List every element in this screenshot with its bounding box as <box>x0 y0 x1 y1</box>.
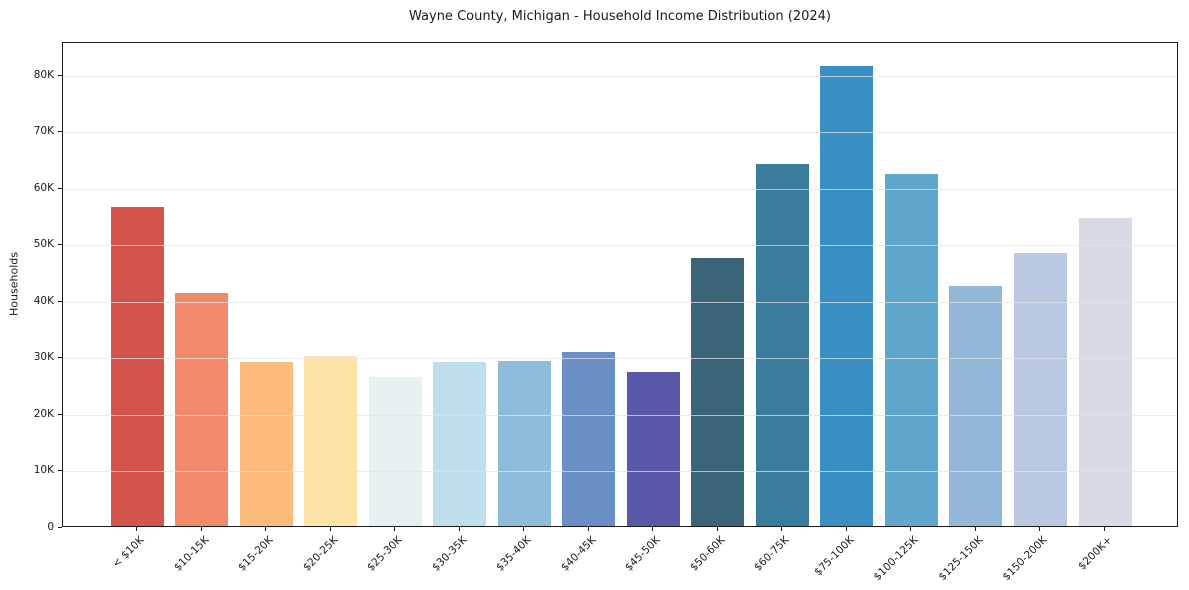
y-tick-mark <box>58 244 62 246</box>
bar-200k <box>1078 217 1132 526</box>
y-tick-label: 80K <box>33 68 54 81</box>
x-tick-mark <box>265 527 267 531</box>
bar-35-40k <box>497 360 551 526</box>
x-tick-mark <box>523 527 525 531</box>
x-tick-mark <box>329 527 331 531</box>
gridline <box>63 471 1177 473</box>
x-tick-label: < $10K <box>110 534 147 571</box>
bar-30-35k <box>433 362 487 526</box>
y-tick-label: 60K <box>33 181 54 194</box>
bar-45-50k <box>626 372 680 526</box>
x-tick-mark <box>394 527 396 531</box>
bar-150-200k <box>1013 252 1067 526</box>
x-tick-mark <box>716 527 718 531</box>
bar-20-25k <box>304 356 358 526</box>
y-tick-label: 10K <box>33 464 54 477</box>
gridline <box>63 188 1177 190</box>
y-tick-label: 70K <box>33 125 54 138</box>
y-tick-label: 0 <box>47 521 54 533</box>
bar-50-60k <box>691 258 745 526</box>
bar-15-20k <box>239 361 293 526</box>
x-tick-mark <box>587 527 589 531</box>
gridline <box>63 75 1177 77</box>
gridline <box>63 358 1177 360</box>
y-tick-mark <box>58 300 62 302</box>
y-tick-label: 50K <box>33 238 54 251</box>
x-tick-mark <box>1104 527 1105 531</box>
y-tick-mark <box>58 527 62 528</box>
x-tick-mark <box>136 527 137 531</box>
y-tick-mark <box>58 74 62 76</box>
gridline <box>63 132 1177 134</box>
bar-125-150k <box>949 286 1003 526</box>
y-tick-mark <box>58 357 62 359</box>
bar-25-30k <box>368 377 422 526</box>
bar-100-125k <box>884 174 938 526</box>
x-tick-mark <box>458 527 460 531</box>
x-tick-mark <box>974 527 976 531</box>
bar-10-15k <box>175 292 229 526</box>
x-tick-mark <box>910 527 912 531</box>
y-tick-mark <box>58 470 62 472</box>
bar-75-100k <box>820 65 874 526</box>
bar-60-75k <box>755 164 809 526</box>
y-tick-mark <box>58 187 62 189</box>
x-tick-mark <box>845 527 847 531</box>
plot-area <box>62 42 1178 527</box>
gridline <box>63 301 1177 303</box>
y-tick-mark <box>58 413 62 415</box>
bar-10k <box>110 207 164 526</box>
bar-40-45k <box>562 352 616 526</box>
x-tick-mark <box>200 527 202 531</box>
x-tick-mark <box>1039 527 1041 531</box>
x-tick-mark <box>652 527 654 531</box>
chart-title: Wayne County, Michigan - Household Incom… <box>409 9 831 24</box>
gridline <box>63 414 1177 416</box>
y-tick-mark <box>58 131 62 133</box>
y-tick-label: 30K <box>33 351 54 364</box>
x-tick-mark <box>781 527 783 531</box>
y-tick-label: 20K <box>33 407 54 420</box>
y-tick-label: 40K <box>33 294 54 307</box>
gridline <box>63 245 1177 247</box>
